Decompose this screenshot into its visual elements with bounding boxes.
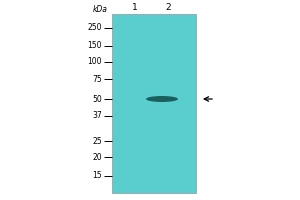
Text: 100: 100 bbox=[88, 58, 102, 66]
Text: 37: 37 bbox=[92, 111, 102, 120]
Text: 20: 20 bbox=[92, 153, 102, 162]
Ellipse shape bbox=[146, 96, 178, 102]
Text: 50: 50 bbox=[92, 95, 102, 104]
Text: 75: 75 bbox=[92, 74, 102, 84]
Text: 15: 15 bbox=[92, 171, 102, 180]
Bar bbox=[112, 14, 196, 193]
Text: kDa: kDa bbox=[93, 4, 108, 14]
Text: 1: 1 bbox=[132, 3, 138, 12]
Text: 25: 25 bbox=[92, 136, 102, 146]
Text: 250: 250 bbox=[88, 23, 102, 32]
Text: 2: 2 bbox=[165, 3, 171, 12]
Text: 150: 150 bbox=[88, 42, 102, 50]
